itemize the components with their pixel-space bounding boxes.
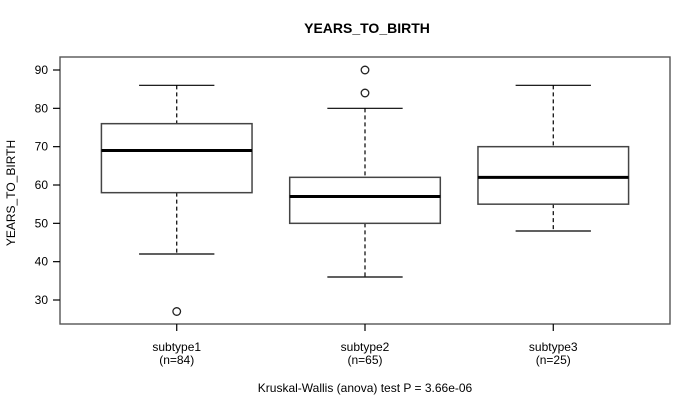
x-count-label: (n=25) [536,353,571,367]
plot-area: 30 40 50 60 70 80 90 subtype1(n=84) subtype2(n=6… [35,56,671,367]
x-category-label: subtype3 [529,340,578,354]
y-axis-title: YEARS_TO_BIRTH [4,140,18,246]
x-count-label: (n=65) [347,353,382,367]
y-tick-label: 90 [35,63,49,77]
y-tick-label: 80 [35,101,49,115]
outlier-point [172,307,182,316]
x-category-label: subtype2 [341,340,390,354]
y-tick-label: 30 [35,293,49,307]
stat-test-caption: Kruskal-Wallis (anova) test P = 3.66e-06 [258,381,473,395]
box-subtype1 [100,122,253,194]
outlier-point [360,65,370,75]
y-tick-label: 50 [35,216,49,230]
y-tick-label: 40 [35,255,49,269]
outlier-point [360,88,370,98]
y-tick-label: 60 [35,178,49,192]
box-subtype2 [288,176,442,225]
x-category-label: subtype1 [152,340,201,354]
y-tick-label: 70 [35,140,49,154]
x-count-label: (n=84) [159,353,194,367]
chart-title: YEARS_TO_BIRTH [304,20,430,36]
box-subtype3 [477,145,630,205]
